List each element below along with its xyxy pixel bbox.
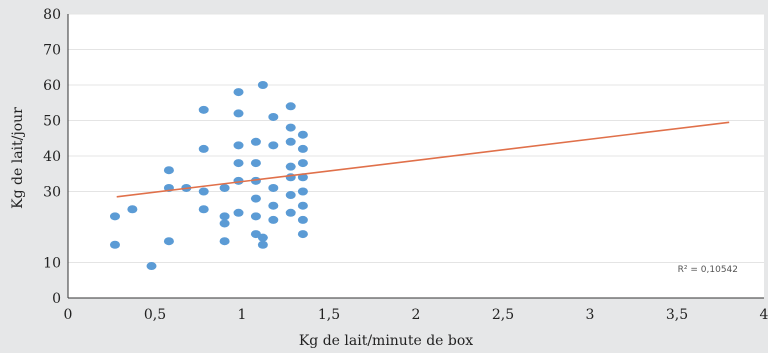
data-point-18 xyxy=(233,141,244,150)
data-point-47 xyxy=(297,187,308,196)
data-point-35 xyxy=(268,215,279,224)
y-tick-label-6: 70 xyxy=(43,43,61,59)
data-point-24 xyxy=(250,194,261,203)
data-point-42 xyxy=(285,208,296,217)
data-point-41 xyxy=(285,191,296,200)
y-tick-label-0: 0 xyxy=(52,291,61,307)
data-point-38 xyxy=(285,137,296,146)
data-point-13 xyxy=(219,212,230,221)
y-tick-label-3: 40 xyxy=(43,149,61,165)
data-point-43 xyxy=(297,130,308,139)
data-point-9 xyxy=(198,144,209,153)
y-tick-labels: 0 10 30 40 50 60 70 80 xyxy=(43,7,61,307)
x-tick-labels: 0 0,5 1 1,5 2 2,5 3 3,5 4 xyxy=(64,307,768,323)
data-point-45 xyxy=(297,159,308,168)
data-point-34 xyxy=(268,201,279,210)
x-tick-label-2: 1 xyxy=(238,307,247,323)
y-tick-label-4: 50 xyxy=(43,114,61,130)
data-point-37 xyxy=(285,123,296,132)
data-point-21 xyxy=(233,208,244,217)
data-point-49 xyxy=(297,215,308,224)
axes xyxy=(67,14,764,299)
data-point-10 xyxy=(198,105,209,114)
y-tick-label-5: 60 xyxy=(43,78,61,94)
data-point-11 xyxy=(198,205,209,214)
x-tick-label-0: 0 xyxy=(64,307,73,323)
data-point-50 xyxy=(297,230,308,239)
data-point-36 xyxy=(285,102,296,111)
data-point-33 xyxy=(268,183,279,192)
data-point-0 xyxy=(109,212,120,221)
trendline xyxy=(116,121,730,198)
data-point-14 xyxy=(219,237,230,246)
x-tick-label-7: 3,5 xyxy=(666,307,688,323)
y-tick-label-1: 10 xyxy=(43,256,61,272)
data-point-15 xyxy=(219,183,230,192)
data-point-16 xyxy=(233,88,244,97)
data-points xyxy=(109,81,308,271)
x-tick-label-3: 1,5 xyxy=(318,307,340,323)
x-tick-label-5: 2,5 xyxy=(492,307,514,323)
x-axis-title: Kg de lait/minute de box xyxy=(299,333,473,349)
data-point-1 xyxy=(109,240,120,249)
data-point-2 xyxy=(127,205,138,214)
data-point-17 xyxy=(233,109,244,118)
data-point-8 xyxy=(198,187,209,196)
x-tick-label-6: 3 xyxy=(586,307,595,323)
data-point-3 xyxy=(146,262,157,271)
data-point-31 xyxy=(268,112,279,121)
y-tick-label-7: 80 xyxy=(43,7,61,23)
data-point-5 xyxy=(163,166,174,175)
data-point-32 xyxy=(268,141,279,150)
data-point-29 xyxy=(257,240,268,249)
data-point-12 xyxy=(219,219,230,228)
data-point-23 xyxy=(250,212,261,221)
y-tick-label-2: 30 xyxy=(43,185,61,201)
data-point-26 xyxy=(250,159,261,168)
x-tick-label-1: 0,5 xyxy=(144,307,166,323)
data-point-48 xyxy=(297,201,308,210)
gridlines xyxy=(68,13,764,263)
y-axis-title: Kg de lait/jour xyxy=(10,107,26,209)
r-squared-annotation: R² = 0,10542 xyxy=(678,265,738,275)
x-tick-label-8: 4 xyxy=(760,307,768,323)
data-point-44 xyxy=(297,144,308,153)
data-point-30 xyxy=(257,233,268,242)
x-tick-label-4: 2 xyxy=(412,307,421,323)
data-point-19 xyxy=(233,159,244,168)
data-point-27 xyxy=(250,137,261,146)
data-point-39 xyxy=(285,162,296,171)
data-point-4 xyxy=(163,237,174,246)
data-point-46 xyxy=(297,173,308,182)
data-point-28 xyxy=(257,81,268,89)
